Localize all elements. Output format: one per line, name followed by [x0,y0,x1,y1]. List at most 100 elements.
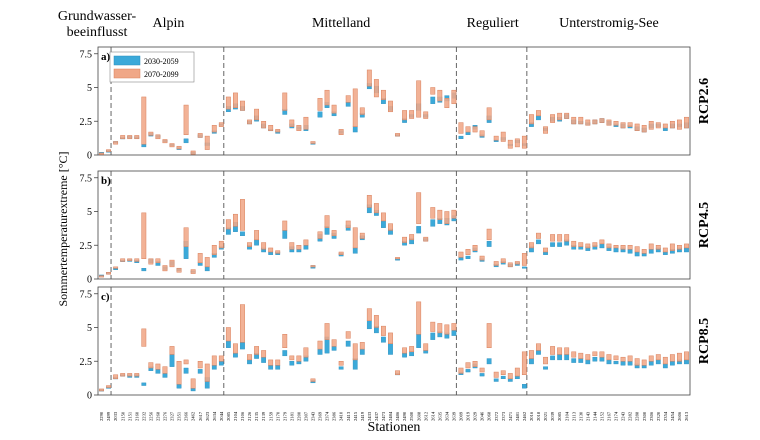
box-p2-2-67 [571,351,577,358]
box-p2-2-74 [620,356,626,362]
box-p1-2-12 [183,367,189,374]
box-p2-0-57 [500,131,506,142]
box-p2-2-41 [388,332,393,344]
station-label-15: 2623 [205,411,210,421]
box-p1-2-60 [521,384,527,389]
box-p2-0-8 [155,134,161,140]
station-label-9: 2276 [163,411,168,421]
box-p2-2-80 [662,356,668,365]
station-label-35: 2413 [346,411,351,421]
box-p1-1-65 [557,242,563,247]
box-p1-0-62 [536,115,541,121]
box-p2-0-53 [472,126,478,133]
box-p2-0-77 [641,125,647,133]
box-p1-2-46 [423,350,429,354]
station-label-49: 2634 [444,411,449,421]
station-label-41: 2484 [388,411,393,421]
station-label-81: 2454 [670,411,675,421]
box-p2-1-71 [599,239,605,245]
box-p2-2-49 [444,324,450,335]
box-p2-1-34 [338,251,344,255]
station-label-11: 2351 [177,411,182,421]
box-p2-2-10 [169,346,175,355]
box-p1-2-80 [662,363,668,369]
box-p2-0-1 [106,149,112,152]
station-label-6: 2232 [141,411,146,421]
box-p2-0-38 [366,69,372,87]
station-label-64: 2039 [550,411,555,421]
legend-swatch-0 [113,55,141,66]
station-label-61: 2016 [529,411,534,421]
station-label-80: 2354 [663,411,668,421]
box-p2-0-19 [232,92,238,109]
box-p1-2-40 [381,336,386,343]
box-p2-0-56 [493,135,499,141]
box-p1-1-76 [634,251,640,257]
box-p1-0-51 [458,135,464,140]
box-p2-2-43 [402,347,408,354]
station-label-40: 2473 [381,411,386,421]
box-p2-2-60 [521,351,527,375]
box-p1-2-67 [571,358,577,363]
station-label-52: 2019 [466,411,471,421]
box-p2-2-8 [155,363,161,370]
box-p1-2-27 [289,361,295,366]
box-p1-2-18 [225,340,231,348]
box-p2-1-55 [486,228,492,241]
box-p2-0-71 [599,118,605,123]
box-p1-2-78 [648,361,654,366]
station-label-0: 2290 [99,411,104,421]
box-p1-2-50 [451,330,457,336]
station-label-1: 2499 [106,411,111,421]
box-p2-2-78 [648,355,654,362]
box-p1-2-31 [317,348,323,355]
box-p2-1-57 [500,258,506,264]
station-label-10: 2327 [170,411,175,421]
y-axis-label: Sommertemperaturextreme [°C] [56,151,70,306]
box-p2-2-63 [543,356,548,365]
box-p2-2-68 [578,352,584,359]
box-p2-1-22 [254,230,260,241]
box-p1-1-14 [197,262,203,266]
box-p1-1-83 [684,247,689,253]
box-p2-1-17 [218,240,224,249]
station-label-78: 2306 [649,411,654,421]
box-p1-2-68 [578,358,584,363]
box-p2-1-9 [162,265,168,272]
box-p2-1-42 [395,257,400,260]
station-label-71: 2152 [600,411,605,421]
station-label-22: 2135 [254,411,259,421]
box-p2-2-55 [486,323,492,349]
box-p2-0-15 [204,135,210,150]
box-p2-1-60 [521,253,527,266]
station-label-53: 2029 [473,411,478,421]
box-p2-1-15 [204,257,210,268]
box-p2-1-31 [317,231,323,239]
station-label-66: 2104 [564,411,569,421]
box-p1-0-80 [662,127,668,131]
box-p1-2-16 [211,365,217,370]
box-p2-1-72 [606,243,612,249]
station-label-45: 2608 [416,411,421,421]
box-p2-0-62 [536,110,541,117]
box-p2-1-8 [155,258,161,264]
box-p2-0-45 [416,80,422,118]
box-p1-2-9 [162,373,168,378]
box-p1-2-75 [627,361,633,366]
box-p2-0-74 [620,122,626,129]
box-p2-0-22 [254,108,260,121]
station-label-32: 2374 [325,411,330,421]
scenario-label-1: RCP4.5 [697,202,712,248]
box-p2-2-15 [204,363,210,382]
station-label-36: 2415 [353,411,358,421]
box-p2-2-83 [684,351,689,361]
y-tick-label-1-1: 2.5 [80,241,93,252]
box-p2-2-26 [282,334,288,348]
box-p2-2-25 [275,359,281,366]
box-p1-2-56 [493,378,499,382]
box-p2-1-26 [282,220,288,231]
box-p1-1-47 [430,219,436,227]
box-p2-1-29 [303,239,309,246]
box-p2-2-46 [423,343,429,351]
box-p2-2-9 [162,366,168,374]
